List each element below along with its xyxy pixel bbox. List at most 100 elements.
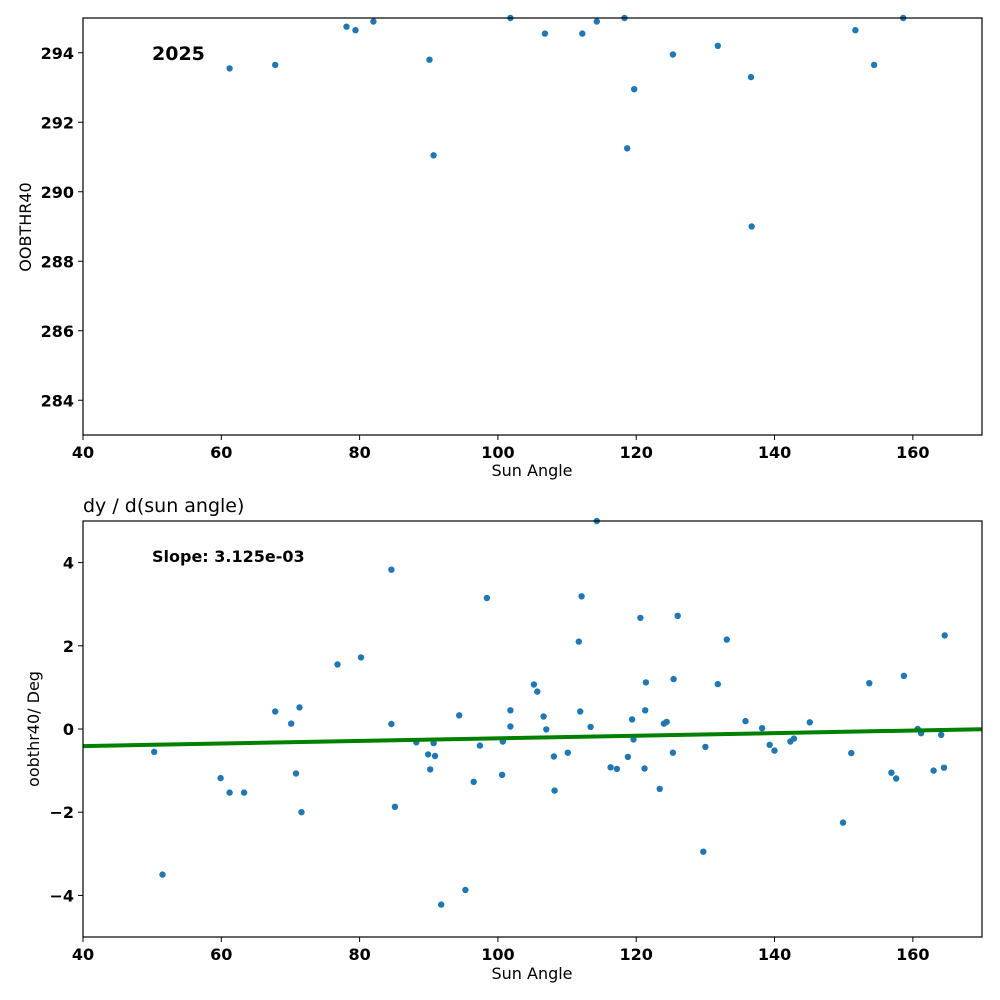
data-point-17	[748, 223, 755, 230]
data-point-12	[624, 145, 631, 152]
data-point-58	[702, 743, 709, 751]
data-point-2	[343, 23, 350, 30]
x-tick-label: 80	[348, 443, 370, 462]
data-point-24	[476, 742, 484, 749]
x-tick-label: 140	[758, 945, 791, 964]
y-tick-label: −4	[49, 886, 74, 905]
data-point-48	[641, 765, 648, 772]
year-annotation: 2025	[152, 43, 205, 65]
data-point-66	[790, 735, 798, 742]
data-point-30	[530, 681, 538, 688]
data-point-22	[462, 886, 469, 894]
data-point-64	[771, 747, 778, 754]
data-point-36	[564, 749, 571, 756]
data-point-5	[426, 56, 433, 63]
data-point-79	[941, 632, 948, 639]
data-point-68	[839, 819, 847, 826]
data-point-70	[866, 680, 873, 687]
data-point-78	[940, 764, 948, 771]
data-point-3	[226, 789, 233, 796]
data-point-9	[579, 30, 586, 37]
data-point-49	[642, 707, 649, 714]
slope-annotation: Slope: 3.125e-03	[152, 547, 305, 566]
x-axis-label: Sun Angle	[491, 964, 572, 983]
data-point-32	[540, 713, 547, 720]
data-point-59	[714, 680, 721, 688]
y-tick-label: 286	[41, 322, 74, 341]
data-point-54	[669, 749, 677, 756]
data-point-14	[669, 51, 677, 58]
data-point-76	[930, 767, 937, 774]
x-tick-label: 100	[481, 443, 514, 462]
data-point-56	[674, 612, 681, 619]
y-tick-label: 290	[41, 183, 74, 202]
fit-line	[82, 727, 983, 749]
data-points	[151, 517, 948, 908]
data-point-19	[870, 61, 878, 69]
data-point-38	[577, 708, 584, 715]
data-point-13	[631, 86, 638, 93]
y-tick-label: 4	[63, 554, 74, 573]
x-tick-label: 40	[72, 443, 94, 462]
x-tick-label: 160	[896, 443, 929, 462]
data-point-44	[624, 753, 632, 761]
data-point-42	[607, 764, 614, 771]
data-point-23	[470, 778, 477, 785]
data-point-46	[630, 736, 637, 743]
data-point-10	[334, 661, 341, 668]
plot-frame	[82, 17, 983, 436]
data-point-33	[543, 726, 550, 733]
x-tick-label: 80	[348, 945, 370, 964]
x-tick-label: 160	[896, 945, 929, 964]
chart-title: dy / d(sun angle)	[83, 495, 244, 517]
data-point-4	[370, 18, 377, 25]
data-point-45	[628, 716, 636, 723]
data-point-16	[747, 73, 755, 81]
data-points	[226, 14, 907, 230]
y-tick-label: 284	[41, 391, 74, 410]
data-point-69	[848, 749, 855, 757]
data-point-14	[391, 803, 399, 810]
data-point-6	[430, 152, 437, 159]
y-axis-label: oobthr40/ Deg	[24, 671, 43, 787]
x-tick-label: 60	[210, 945, 232, 964]
data-point-21	[456, 712, 463, 719]
data-point-18	[852, 27, 859, 34]
data-point-19	[431, 752, 439, 760]
data-point-77	[938, 731, 945, 738]
data-point-55	[670, 675, 677, 683]
data-point-1	[272, 61, 279, 69]
data-point-51	[656, 785, 663, 793]
x-axis-label: Sun Angle	[491, 461, 572, 480]
y-axis-ticks: −4 −2 0 2 4	[49, 554, 83, 905]
y-tick-label: 288	[41, 252, 74, 271]
y-tick-label: 0	[63, 720, 74, 739]
data-point-25	[483, 594, 491, 602]
data-point-73	[900, 672, 908, 679]
x-tick-label: 60	[210, 443, 232, 462]
data-point-0	[151, 748, 158, 756]
data-point-50	[642, 679, 650, 686]
data-point-2	[217, 774, 224, 782]
data-point-0	[226, 65, 233, 72]
data-point-60	[723, 636, 730, 643]
data-point-10	[593, 18, 600, 25]
data-point-16	[424, 751, 432, 758]
y-tick-label: 292	[41, 113, 74, 132]
x-tick-label: 100	[481, 945, 514, 964]
data-point-4	[240, 789, 248, 796]
data-point-62	[758, 725, 766, 732]
data-point-3	[352, 27, 359, 34]
x-axis-ticks: 40 60 80 100 120 140 160	[72, 435, 930, 462]
data-point-29	[507, 723, 514, 730]
data-point-20	[438, 901, 445, 908]
data-point-17	[427, 766, 434, 773]
data-point-28	[507, 707, 514, 714]
data-point-11	[357, 654, 365, 661]
data-point-8	[296, 704, 303, 711]
data-point-13	[388, 720, 395, 728]
x-tick-label: 40	[72, 945, 94, 964]
data-point-61	[742, 717, 749, 725]
